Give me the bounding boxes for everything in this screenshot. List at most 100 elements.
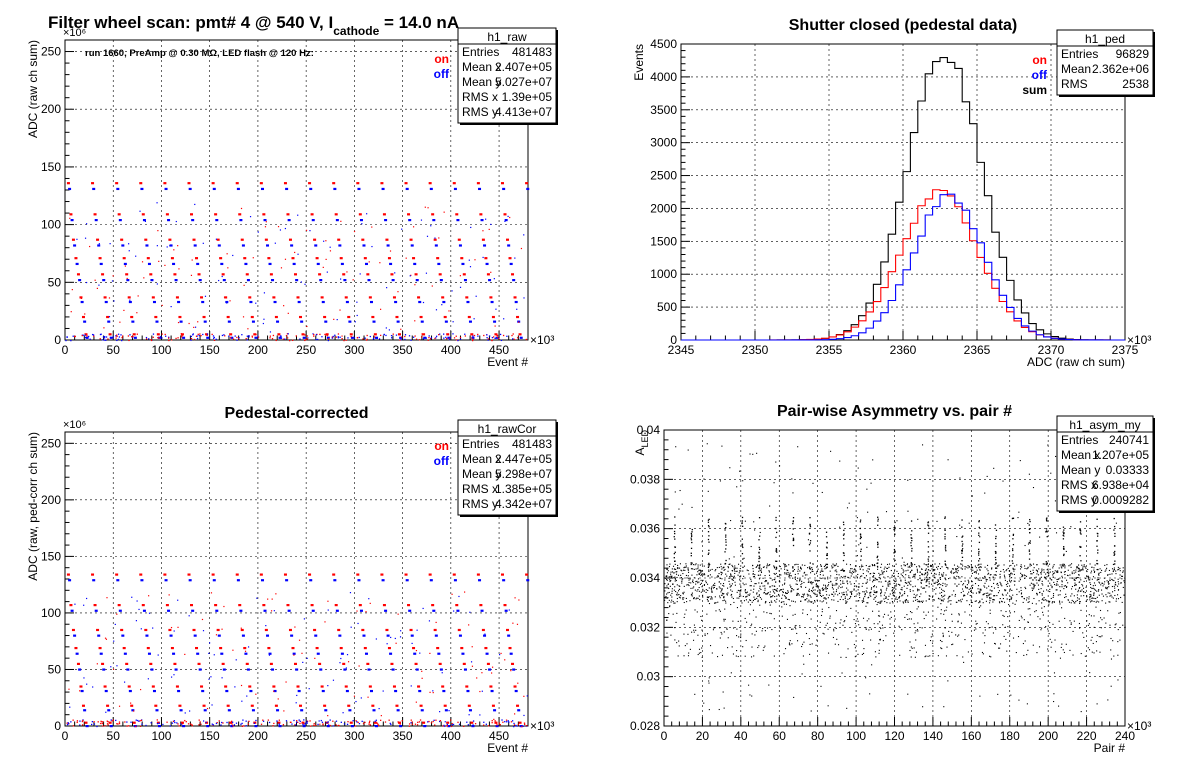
point-baseline [491, 336, 494, 339]
asym-point [891, 590, 893, 592]
point-on [491, 704, 495, 707]
point-scatter [504, 220, 506, 222]
asym-point [723, 585, 725, 587]
asym-point [719, 587, 721, 589]
asym-point [866, 587, 868, 589]
asym-point [817, 580, 819, 582]
asym-point [723, 618, 725, 620]
asym-point [925, 581, 927, 583]
point-off [348, 709, 352, 712]
asym-point [996, 583, 998, 585]
point-baseline [395, 334, 398, 336]
asym-point [877, 568, 879, 570]
asym-point [1028, 598, 1030, 600]
asym-point [744, 520, 746, 522]
asym-point [926, 585, 928, 587]
asym-point [768, 570, 770, 572]
point-scatter [512, 622, 514, 624]
asym-point [950, 603, 952, 605]
asym-point [951, 644, 953, 646]
asym-point [975, 600, 977, 602]
asym-spike [825, 546, 828, 548]
asym-point [1067, 575, 1069, 577]
asym-spike [775, 516, 777, 519]
asym-point [1024, 575, 1026, 577]
asym-spike [843, 570, 845, 572]
asym-spike [775, 560, 777, 562]
point-off [319, 668, 323, 671]
stats-row-label: Mean y [462, 75, 501, 89]
asym-point [956, 575, 958, 577]
asym-point [710, 588, 713, 590]
asym-point [877, 623, 879, 625]
point-scatter [476, 677, 478, 679]
asym-point [799, 579, 801, 581]
asym-point [677, 574, 680, 576]
asym-point [701, 619, 703, 621]
asym-point [950, 600, 952, 602]
asym-point [786, 618, 789, 620]
asym-point [893, 632, 895, 634]
asym-spike [673, 568, 676, 570]
asym-point [1071, 585, 1073, 588]
point-scatter [325, 240, 327, 242]
asym-point [781, 615, 783, 617]
asym-point [970, 601, 972, 604]
asym-point [902, 601, 904, 603]
asym-point [822, 577, 824, 579]
asym-point [991, 626, 993, 628]
asym-point [799, 570, 801, 572]
asym-spike [825, 536, 828, 538]
asym-point [800, 567, 802, 569]
point-baseline [472, 335, 474, 337]
asym-point [870, 639, 872, 641]
point-off [517, 709, 521, 712]
point-off [488, 668, 492, 671]
asym-point [1021, 596, 1024, 598]
stats-row-value: 481483 [512, 437, 552, 451]
y-tick-label: 0.036 [630, 522, 660, 536]
point-baseline [390, 334, 393, 337]
asym-point [875, 595, 877, 597]
point-off [217, 634, 221, 637]
asym-point [811, 582, 813, 584]
asym-point [957, 620, 959, 622]
asym-point [782, 591, 784, 594]
point-scatter [308, 688, 310, 690]
asym-point [980, 589, 982, 591]
asym-point [906, 614, 908, 616]
point-scatter [304, 283, 306, 285]
asym-point [1021, 574, 1023, 576]
asym-point [1036, 564, 1038, 566]
asym-point [995, 627, 997, 629]
asym-point [1065, 593, 1067, 595]
point-on [339, 646, 343, 650]
asym-point [1073, 620, 1075, 622]
point-baseline [145, 336, 148, 339]
asym-point [990, 593, 992, 595]
asym-point [720, 574, 722, 576]
legend-off: off [434, 454, 450, 468]
asym-point [669, 606, 671, 608]
asym-point [774, 596, 776, 598]
asym-point [970, 567, 973, 569]
asym-point [883, 598, 885, 600]
point-baseline [200, 334, 202, 337]
asym-point [1030, 582, 1032, 584]
asym-point [793, 568, 796, 571]
asym-point [985, 578, 987, 580]
asym-point [788, 642, 791, 644]
stats-row-value: 2.362e+06 [1092, 62, 1149, 76]
asym-point [1076, 599, 1078, 601]
point-baseline [140, 719, 143, 722]
asym-point [871, 664, 873, 666]
point-on [139, 573, 143, 576]
point-scatter [397, 291, 399, 293]
asym-point [688, 577, 690, 579]
asym-point [676, 601, 678, 603]
point-off [78, 668, 82, 671]
asym-point [770, 613, 772, 615]
asym-point [822, 587, 824, 589]
asym-point [675, 621, 677, 623]
asym-point [723, 707, 725, 709]
